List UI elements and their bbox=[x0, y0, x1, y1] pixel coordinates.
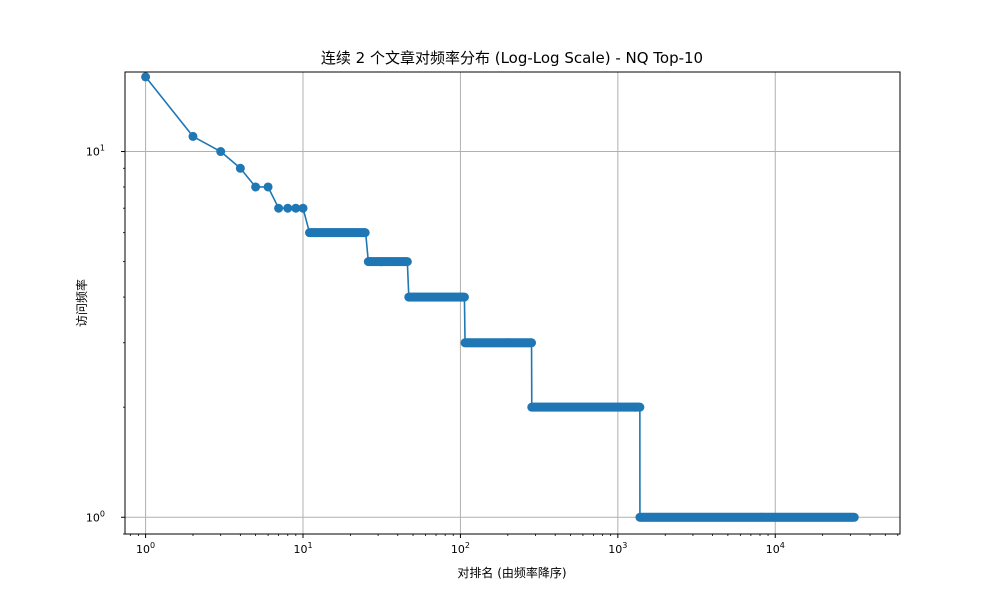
data-point bbox=[402, 257, 412, 267]
data-point bbox=[291, 203, 301, 213]
chart-title: 连续 2 个文章对频率分布 (Log-Log Scale) - NQ Top-1… bbox=[321, 49, 703, 67]
x-tick-label: 101 bbox=[293, 541, 312, 556]
data-point bbox=[274, 203, 284, 213]
x-tick-label: 102 bbox=[451, 541, 470, 556]
data-point bbox=[635, 402, 645, 412]
grid-lines bbox=[125, 72, 900, 534]
x-tick-label: 104 bbox=[766, 541, 785, 556]
plot-area-frame bbox=[124, 71, 901, 535]
x-axis-label: 对排名 (由频率降序) bbox=[457, 565, 566, 580]
data-point bbox=[459, 292, 469, 302]
data-point bbox=[188, 131, 198, 141]
data-point bbox=[298, 203, 308, 213]
data-point bbox=[263, 182, 273, 192]
x-tick-label: 100 bbox=[136, 541, 155, 556]
y-axis-label: 访问频率 bbox=[74, 279, 89, 327]
data-point bbox=[141, 72, 151, 82]
data-point bbox=[235, 163, 245, 173]
data-point bbox=[527, 338, 537, 348]
data-point bbox=[251, 182, 261, 192]
y-tick-label: 101 bbox=[86, 144, 105, 159]
y-tick-label: 100 bbox=[86, 509, 105, 524]
data-point bbox=[360, 228, 370, 238]
data-point bbox=[216, 147, 226, 157]
axis-ticks: 100 101 102 103 104 100 101 bbox=[86, 144, 899, 556]
series-layer bbox=[141, 72, 859, 522]
data-point bbox=[849, 512, 859, 522]
data-point bbox=[283, 203, 293, 213]
x-tick-label: 103 bbox=[608, 541, 627, 556]
